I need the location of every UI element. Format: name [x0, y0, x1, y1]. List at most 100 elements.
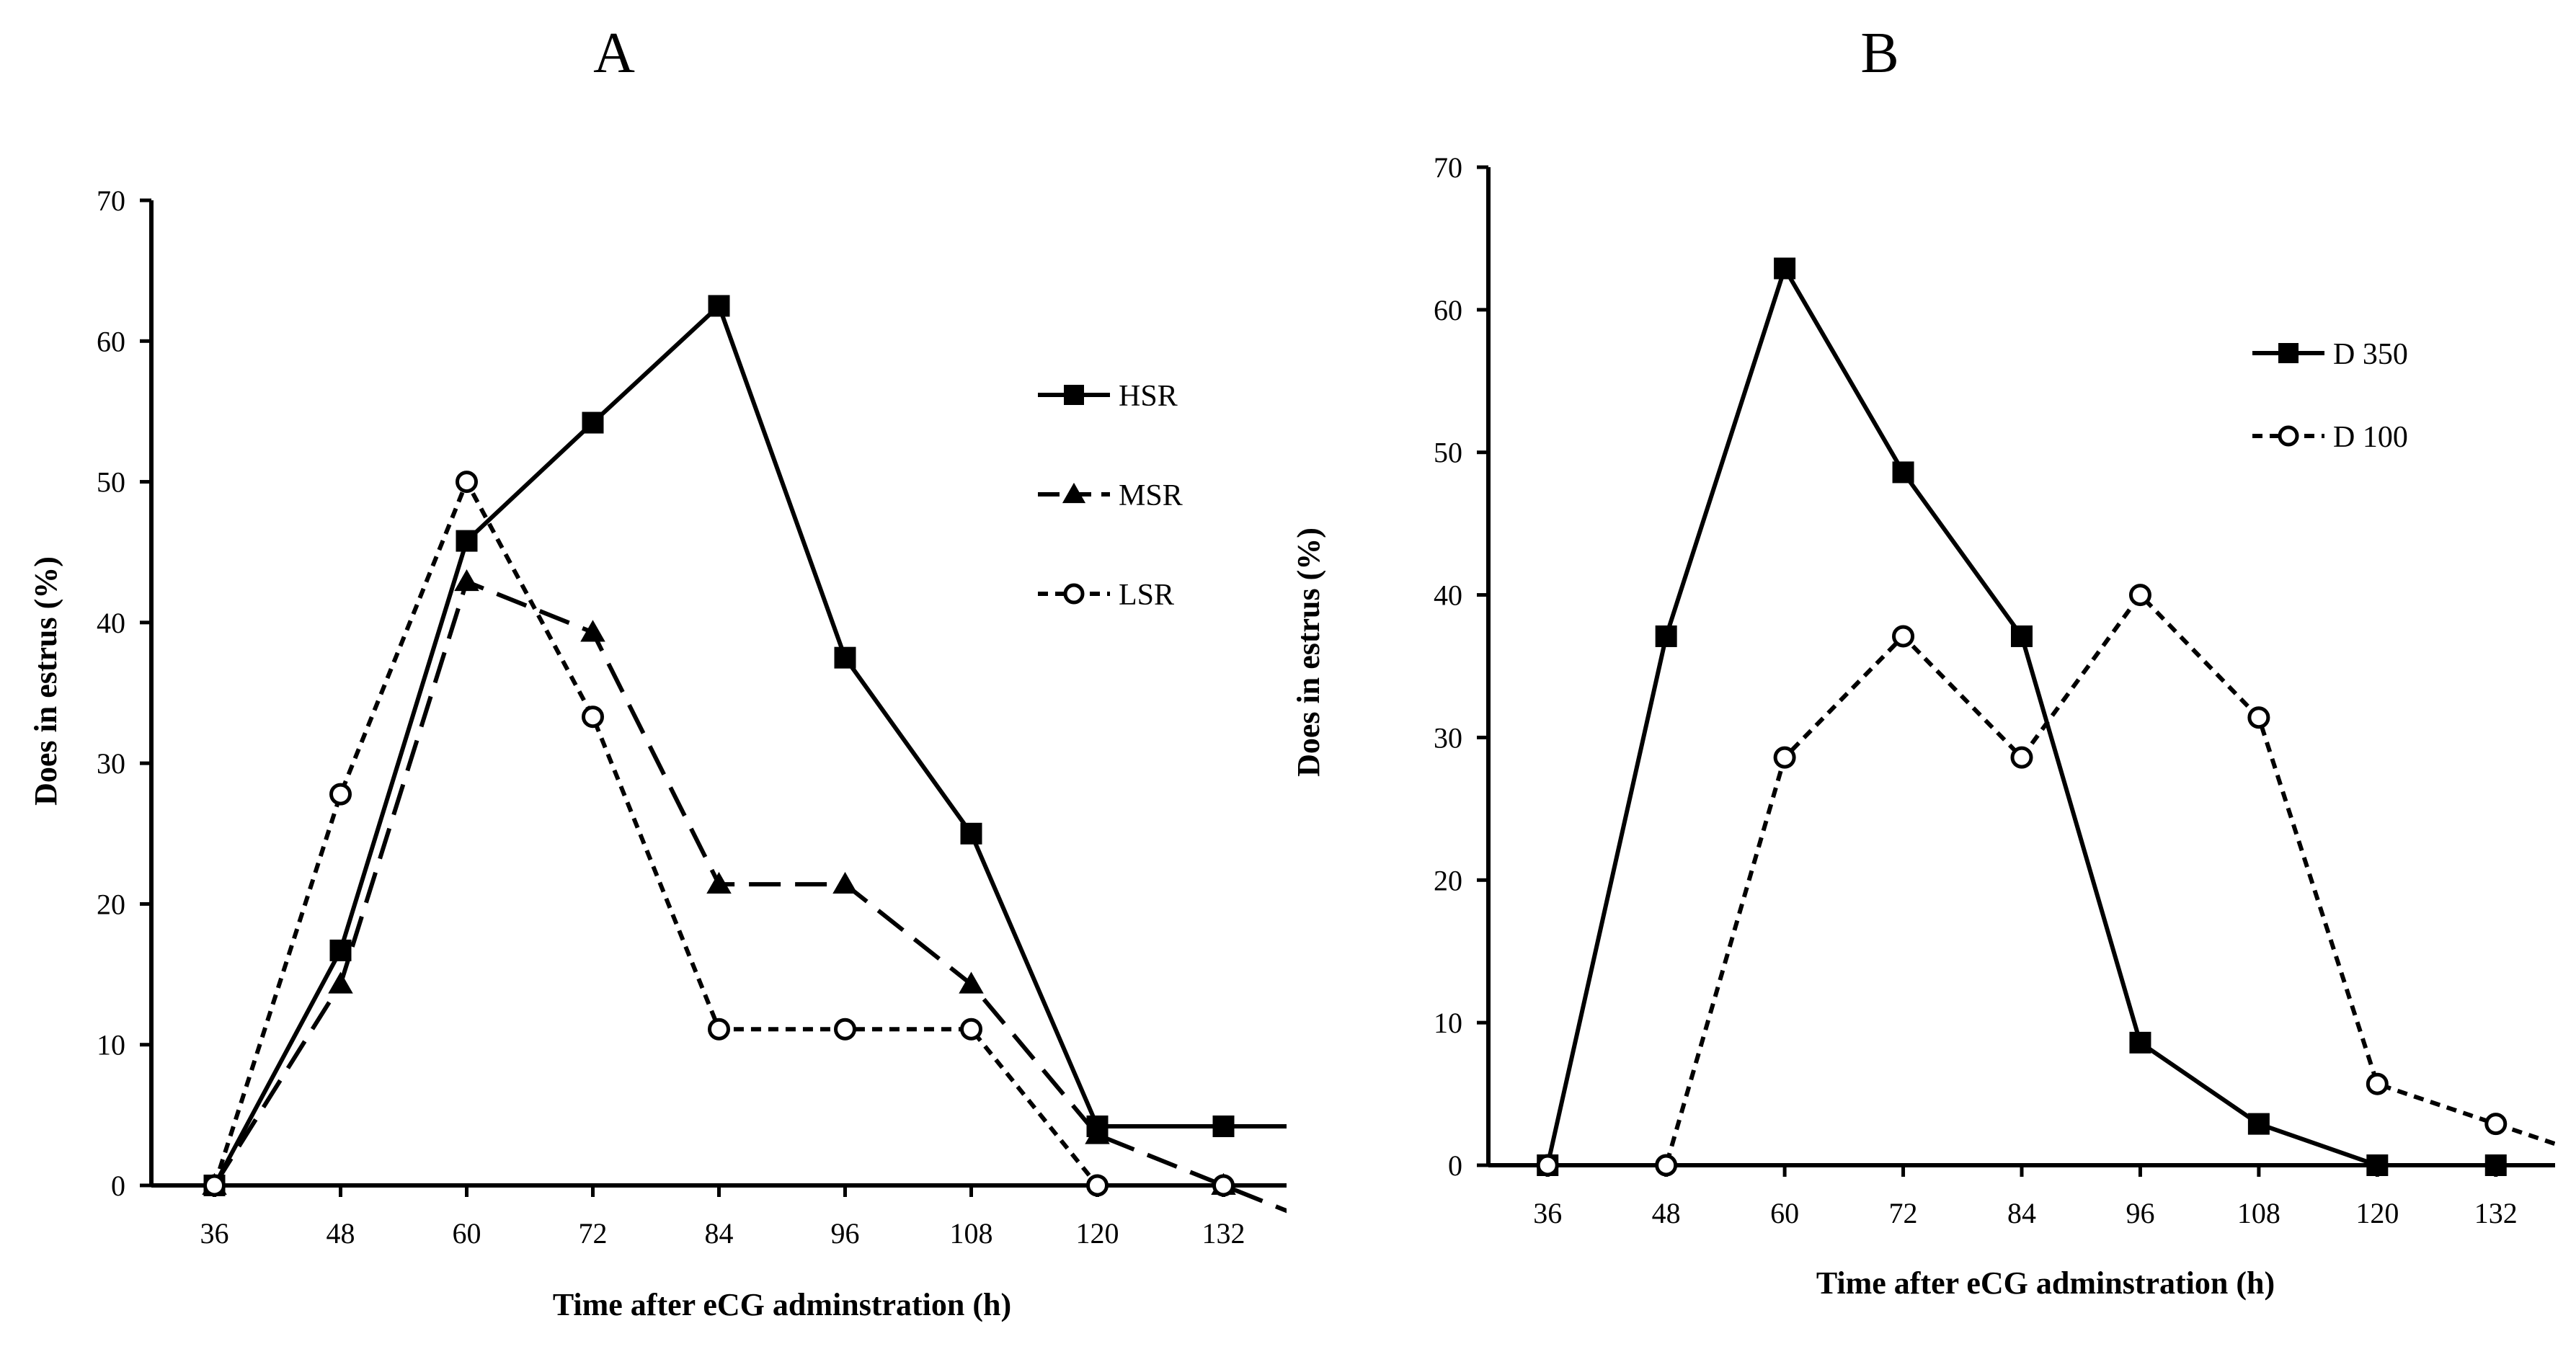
y-tick-label: 70: [1434, 151, 1462, 184]
panel-b-axes: 0 10 20 30 40 50 60 70 36 48 60 72 84 96 108 120 132: [1434, 151, 2555, 1229]
legend-label: HSR: [1119, 380, 1178, 413]
data-point-d-100: [1892, 625, 1915, 648]
data-point-d-100: [2366, 1072, 2389, 1095]
data-point-d-350: [2247, 1113, 2270, 1135]
y-tick-label: 30: [1434, 721, 1462, 754]
series-line-hsr: [212, 302, 1287, 1187]
data-point-d-100: [2010, 746, 2033, 769]
panel-a-y-axis-label: Does in estrus (%): [28, 556, 63, 806]
legend-marker-d-100: [2278, 425, 2299, 447]
y-tick-label: 60: [97, 325, 125, 357]
panel-b-x-axis-label: Time after eCG adminstration (h): [1816, 1265, 2275, 1301]
data-point-lsr: [708, 1018, 730, 1041]
x-tick-label: 60: [453, 1217, 481, 1250]
data-point-d-100: [2247, 706, 2270, 729]
data-point-hsr: [834, 646, 856, 669]
x-tick-label: 108: [950, 1217, 993, 1250]
data-point-d-100: [2484, 1113, 2508, 1136]
data-point-d-100: [2128, 584, 2151, 607]
plot-area: [202, 295, 1287, 1214]
panel-b-y-axis-label: Does in estrus (%): [1291, 527, 1326, 777]
data-point-hsr: [708, 295, 730, 317]
panel-a: A Time after eCG adminstration (h) Does …: [28, 22, 1287, 1322]
y-tick-label: 40: [97, 607, 125, 639]
legend-marker-d-350: [2278, 343, 2299, 363]
data-point-msr: [959, 971, 984, 994]
y-tick-label: 10: [97, 1029, 125, 1061]
x-tick-label: 132: [2474, 1197, 2518, 1229]
legend-label: D 100: [2333, 421, 2408, 454]
y-tick-label: 10: [1434, 1007, 1462, 1039]
data-point-d-100: [1773, 746, 1796, 769]
y-tick-label: 60: [1434, 294, 1462, 326]
legend-marker-msr: [1062, 482, 1086, 504]
y-tick-label: 0: [1448, 1149, 1462, 1182]
data-point-msr: [580, 620, 605, 642]
x-tick-label: 36: [200, 1217, 229, 1250]
x-tick-label: 132: [1202, 1217, 1245, 1250]
y-tick-label: 20: [1434, 864, 1462, 896]
data-point-hsr: [329, 939, 352, 961]
data-point-lsr: [1086, 1174, 1109, 1197]
panel-a-x-axis-label: Time after eCG adminstration (h): [553, 1287, 1011, 1322]
x-tick-label: 60: [1770, 1197, 1799, 1229]
y-tick-label: 40: [1434, 579, 1462, 612]
panel-a-series-layer: [202, 295, 1287, 1214]
data-point-msr: [832, 871, 858, 894]
panel-a-title: A: [593, 22, 635, 85]
series-line-d-100: [1547, 591, 2555, 1167]
series-line-d-350: [1545, 263, 2555, 1167]
data-point-d-350: [2011, 625, 2033, 647]
legend-label: D 350: [2333, 338, 2408, 371]
panel-b-title: B: [1860, 22, 1898, 85]
legend-label: MSR: [1119, 479, 1183, 512]
legend-label: LSR: [1119, 579, 1174, 612]
panel-a-legend: HSR MSR LSR: [1038, 380, 1183, 612]
data-point-lsr: [1212, 1174, 1235, 1197]
data-point-msr: [1085, 1122, 1110, 1144]
legend-marker-hsr: [1064, 385, 1084, 405]
x-tick-label: 72: [1889, 1197, 1918, 1229]
data-point-msr: [328, 971, 353, 994]
data-point-msr: [454, 569, 479, 592]
data-point-lsr: [834, 1018, 856, 1041]
x-tick-label: 120: [2355, 1197, 2399, 1229]
x-tick-label: 84: [705, 1217, 734, 1250]
panel-b-legend: D 350 D 100: [2252, 338, 2408, 454]
y-tick-label: 70: [97, 184, 125, 217]
y-tick-label: 50: [97, 466, 125, 499]
data-point-hsr: [582, 411, 604, 434]
data-point-d-350: [2129, 1031, 2151, 1054]
data-point-d-350: [1774, 257, 1796, 280]
data-point-d-350: [1892, 461, 1914, 484]
x-tick-label: 84: [2007, 1197, 2036, 1229]
data-point-lsr: [203, 1174, 226, 1197]
y-tick-label: 0: [111, 1170, 125, 1202]
x-tick-label: 72: [579, 1217, 608, 1250]
plot-area: [1536, 257, 2555, 1177]
panel-b-series-layer: [1536, 257, 2555, 1177]
x-tick-label: 120: [1076, 1217, 1119, 1250]
data-point-lsr: [960, 1018, 982, 1041]
legend-marker-lsr: [1063, 583, 1085, 605]
series-line-lsr: [212, 476, 1287, 1188]
data-point-hsr: [456, 530, 478, 552]
data-point-lsr: [329, 783, 352, 806]
panel-b: B Time after eCG adminstration (h) Does …: [1291, 22, 2555, 1301]
x-tick-label: 96: [2126, 1197, 2154, 1229]
data-point-msr: [706, 871, 732, 894]
data-point-hsr: [960, 822, 982, 845]
data-point-d-100: [1655, 1154, 1678, 1177]
data-point-lsr: [456, 471, 478, 494]
data-point-d-350: [2484, 1154, 2507, 1176]
x-tick-label: 48: [327, 1217, 355, 1250]
y-tick-label: 30: [97, 747, 125, 780]
data-point-d-100: [1536, 1154, 1559, 1177]
panel-a-axes: 0 10 20 30 40 50 60 70 36 48 60 72 84 96 108 120 132: [97, 184, 1287, 1250]
y-tick-label: 50: [1434, 437, 1462, 469]
series-line-msr: [212, 579, 1287, 1214]
x-tick-label: 96: [831, 1217, 860, 1250]
x-tick-label: 36: [1533, 1197, 1562, 1229]
x-tick-label: 48: [1652, 1197, 1681, 1229]
